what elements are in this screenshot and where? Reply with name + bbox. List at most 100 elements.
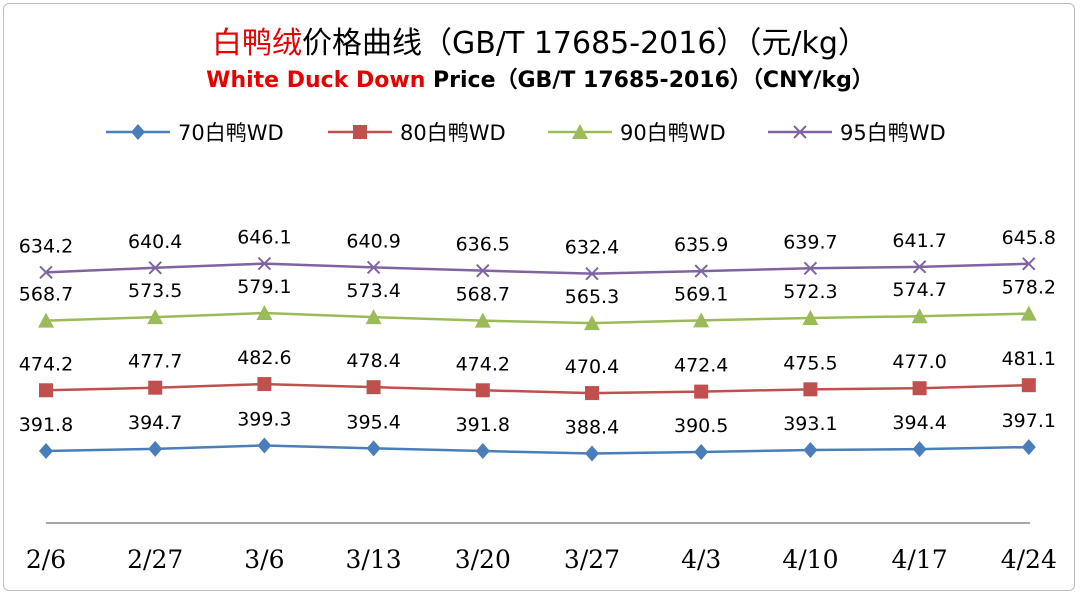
x-tick-label: 4/17 bbox=[892, 545, 948, 574]
data-label: 388.4 bbox=[565, 417, 619, 439]
legend-label: 80白鸭WD bbox=[400, 121, 506, 145]
x-tick-label: 3/20 bbox=[455, 545, 511, 574]
data-point bbox=[39, 265, 53, 280]
chart-title-cn: 白鸭绒价格曲线（GB/T 17685-2016）（元/kg） bbox=[0, 18, 1080, 62]
x-tick-label: 2/27 bbox=[127, 545, 183, 574]
data-label: 569.1 bbox=[674, 283, 728, 305]
title-cn-text: 价格曲线（GB/T 17685-2016）（元/kg） bbox=[302, 26, 868, 61]
data-label: 572.3 bbox=[783, 281, 837, 303]
data-label: 573.5 bbox=[128, 280, 182, 302]
data-label: 641.7 bbox=[892, 230, 946, 252]
data-point bbox=[475, 383, 490, 398]
data-label: 636.5 bbox=[456, 234, 510, 256]
data-point bbox=[694, 443, 709, 460]
legend-marker bbox=[572, 124, 588, 139]
data-label: 393.1 bbox=[783, 413, 837, 435]
data-label: 568.7 bbox=[19, 284, 73, 306]
data-point bbox=[257, 377, 272, 392]
x-tick-label: 3/27 bbox=[564, 545, 620, 574]
chart-frame bbox=[3, 3, 1075, 591]
legend-label: 70白鸭WD bbox=[178, 121, 284, 145]
x-tick-label: 4/10 bbox=[782, 545, 838, 574]
data-point bbox=[38, 312, 54, 328]
data-point bbox=[147, 309, 164, 325]
x-tick-label: 3/6 bbox=[244, 545, 284, 574]
data-label: 397.1 bbox=[1002, 410, 1056, 432]
data-point bbox=[585, 445, 599, 462]
data-point bbox=[585, 266, 599, 281]
data-label: 634.2 bbox=[19, 235, 73, 257]
data-label: 481.1 bbox=[1002, 348, 1056, 370]
legend-label: 90白鸭WD bbox=[620, 121, 726, 145]
data-point bbox=[802, 309, 819, 325]
data-label: 390.5 bbox=[674, 415, 728, 437]
data-point bbox=[693, 312, 710, 328]
data-point bbox=[1022, 257, 1036, 271]
x-tick-label: 2/6 bbox=[26, 545, 66, 574]
data-point bbox=[1021, 439, 1036, 456]
series-line bbox=[45, 444, 1029, 455]
data-label: 394.7 bbox=[128, 412, 182, 434]
data-point bbox=[585, 386, 599, 401]
title-cn-highlight: 白鸭绒 bbox=[212, 26, 303, 61]
data-label: 478.4 bbox=[346, 350, 400, 372]
data-point bbox=[365, 309, 382, 325]
data-point bbox=[912, 260, 927, 274]
data-point bbox=[476, 263, 490, 278]
title-en-highlight: White Duck Down bbox=[206, 68, 426, 93]
data-point bbox=[911, 308, 928, 324]
data-label: 573.4 bbox=[346, 280, 400, 302]
title-en-text: Price（GB/T 17685-2016）（CNY/kg） bbox=[425, 68, 874, 93]
data-point bbox=[257, 256, 272, 271]
data-label: 470.4 bbox=[565, 356, 619, 378]
data-point bbox=[803, 382, 818, 397]
data-label: 391.8 bbox=[456, 414, 510, 436]
data-point bbox=[912, 381, 927, 396]
data-label: 474.2 bbox=[19, 353, 73, 375]
data-point bbox=[803, 442, 818, 459]
series-line bbox=[45, 382, 1029, 395]
data-point bbox=[366, 380, 381, 395]
data-label: 645.8 bbox=[1002, 227, 1056, 249]
data-point bbox=[148, 261, 162, 275]
data-label: 474.2 bbox=[456, 353, 510, 375]
data-label: 632.4 bbox=[565, 237, 619, 259]
data-label: 574.7 bbox=[892, 279, 946, 301]
data-point bbox=[148, 440, 163, 457]
data-point bbox=[39, 383, 53, 398]
data-label: 399.3 bbox=[237, 408, 291, 430]
data-point bbox=[694, 384, 709, 399]
legend-marker bbox=[131, 124, 145, 140]
x-tick-label: 4/24 bbox=[1001, 545, 1057, 574]
data-label: 391.8 bbox=[19, 414, 73, 436]
legend-label: 95白鸭WD bbox=[840, 121, 946, 145]
data-label: 579.1 bbox=[237, 276, 291, 298]
data-point bbox=[1020, 305, 1037, 321]
series-line bbox=[45, 311, 1029, 325]
data-label: 635.9 bbox=[674, 234, 728, 256]
data-label: 578.2 bbox=[1002, 277, 1056, 299]
data-label: 477.0 bbox=[892, 351, 946, 373]
data-label: 565.3 bbox=[565, 286, 619, 308]
data-point bbox=[39, 443, 53, 459]
chart-title-en: White Duck Down Price（GB/T 17685-2016）（C… bbox=[0, 62, 1080, 94]
data-label: 472.4 bbox=[674, 355, 728, 377]
data-point bbox=[366, 260, 381, 275]
data-label: 640.4 bbox=[128, 231, 182, 253]
data-point bbox=[912, 441, 927, 458]
data-label: 639.7 bbox=[783, 231, 837, 253]
data-point bbox=[1021, 378, 1036, 393]
legend-marker bbox=[793, 125, 807, 139]
data-label: 646.1 bbox=[237, 227, 291, 249]
legend-marker bbox=[353, 125, 367, 139]
data-label: 640.9 bbox=[346, 230, 400, 252]
data-label: 394.4 bbox=[892, 412, 946, 434]
data-point bbox=[475, 443, 490, 459]
x-tick-label: 4/3 bbox=[681, 545, 721, 574]
data-label: 475.5 bbox=[783, 352, 837, 374]
data-point bbox=[474, 312, 491, 328]
data-point bbox=[366, 440, 381, 457]
x-tick-label: 3/13 bbox=[346, 545, 402, 574]
data-label: 568.7 bbox=[456, 284, 510, 306]
